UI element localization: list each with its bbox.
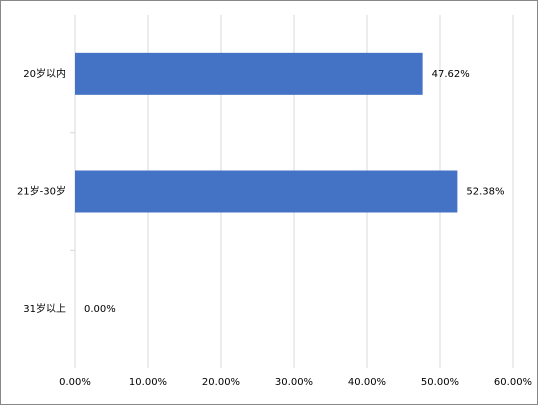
y-tick-label: 20岁以内 [23, 67, 66, 80]
bar [75, 170, 458, 213]
x-tick-label: 20.00% [202, 377, 240, 388]
bar [75, 52, 423, 95]
value-label: 0.00% [84, 304, 116, 315]
y-tick-label: 21岁-30岁 [17, 185, 66, 198]
x-tick-label: 50.00% [421, 377, 459, 388]
x-tick-label: 0.00% [59, 377, 91, 388]
value-label: 52.38% [466, 187, 504, 198]
x-tick-label: 60.00% [494, 377, 532, 388]
x-tick-label: 40.00% [348, 377, 386, 388]
value-label: 47.62% [432, 69, 470, 80]
x-tick-label: 30.00% [275, 377, 313, 388]
x-tick-label: 10.00% [129, 377, 167, 388]
y-tick-label: 31岁以上 [23, 302, 66, 315]
